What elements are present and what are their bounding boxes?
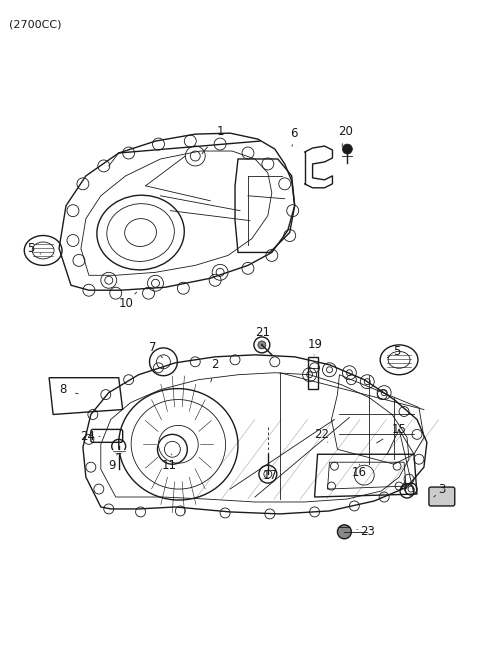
Text: 20: 20 <box>338 124 353 138</box>
Text: 2: 2 <box>211 358 219 371</box>
Text: 6: 6 <box>290 126 298 140</box>
Text: 22: 22 <box>314 428 329 441</box>
Circle shape <box>337 525 351 539</box>
Circle shape <box>342 144 352 154</box>
Text: 9: 9 <box>108 458 116 472</box>
Text: 8: 8 <box>60 383 67 396</box>
Circle shape <box>258 341 266 349</box>
Text: (2700CC): (2700CC) <box>9 20 62 29</box>
Text: 19: 19 <box>308 339 323 351</box>
Text: 5: 5 <box>27 242 35 255</box>
Text: 10: 10 <box>118 297 133 310</box>
FancyBboxPatch shape <box>429 487 455 506</box>
Text: 1: 1 <box>216 124 224 138</box>
Text: 17: 17 <box>263 468 277 481</box>
Text: 24: 24 <box>80 430 96 443</box>
Text: 16: 16 <box>352 466 367 479</box>
Text: 4: 4 <box>399 481 407 494</box>
Text: 5: 5 <box>394 345 401 358</box>
Text: 21: 21 <box>255 326 270 339</box>
Text: 3: 3 <box>438 483 445 496</box>
Text: 23: 23 <box>360 525 375 538</box>
Text: 11: 11 <box>162 458 177 472</box>
Text: 15: 15 <box>392 423 407 436</box>
Text: 7: 7 <box>149 341 156 354</box>
